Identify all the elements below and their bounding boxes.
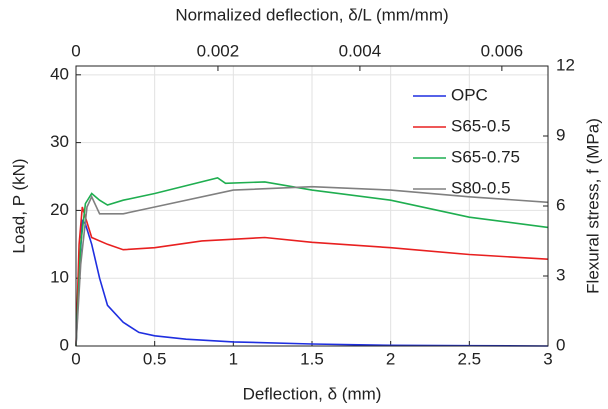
y2-axis-label: Flexural stress, f (MPa): [583, 118, 602, 294]
x2-tick-label: 0: [71, 41, 80, 60]
x-tick-label: 3: [543, 349, 552, 368]
y-tick-label: 20: [50, 200, 69, 219]
y2-tick-label: 3: [556, 265, 565, 284]
y-tick-label: 10: [50, 268, 69, 287]
y2-tick-label: 6: [556, 195, 565, 214]
legend-label: S65-0.5: [451, 116, 511, 135]
x-axis-label: Deflection, δ (mm): [243, 384, 382, 403]
legend-label: S65-0.75: [451, 147, 520, 166]
series-line: [75, 185, 549, 347]
series-line: [75, 206, 549, 347]
y-tick-label: 0: [60, 335, 69, 354]
y2-tick-label: 9: [556, 125, 565, 144]
x2-axis-label: Normalized deflection, δ/L (mm/mm): [175, 5, 448, 24]
x2-tick-label: 0.006: [481, 41, 524, 60]
legend-label: S80-0.5: [451, 178, 511, 197]
y-axis-label: Load, P (kN): [9, 158, 28, 253]
legend-label: OPC: [451, 85, 488, 104]
plot-frame: [75, 65, 549, 347]
y2-tick-label: 0: [556, 335, 565, 354]
x-tick-label: 2: [386, 349, 395, 368]
x2-tick-label: 0.004: [339, 41, 382, 60]
series-line: [75, 177, 549, 347]
y-tick-label: 30: [50, 132, 69, 151]
x-tick-label: 1.5: [300, 349, 324, 368]
y-tick-label: 40: [50, 64, 69, 83]
x2-tick-label: 0.002: [197, 41, 240, 60]
x-tick-label: 1: [229, 349, 238, 368]
x-tick-label: 0: [71, 349, 80, 368]
x-tick-label: 0.5: [143, 349, 167, 368]
y2-tick-label: 12: [556, 55, 575, 74]
x-tick-label: 2.5: [458, 349, 482, 368]
